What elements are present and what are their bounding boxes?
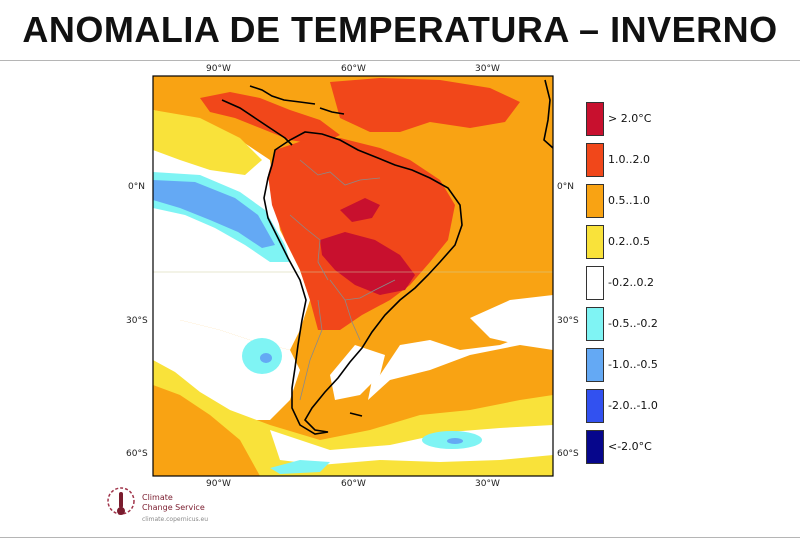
legend-swatch bbox=[586, 348, 604, 382]
logo-line-2: Change Service bbox=[142, 503, 205, 512]
legend-swatch bbox=[586, 389, 604, 423]
anomaly-neutral-patagonia-sea bbox=[330, 345, 385, 400]
climate-logo-icon bbox=[107, 487, 135, 515]
legend-item: 0.5..1.0 bbox=[586, 184, 716, 218]
legend-swatch bbox=[586, 430, 604, 464]
lon-label-bottom-60w: 60°W bbox=[341, 479, 366, 489]
logo-url: climate.copernicus.eu bbox=[142, 516, 209, 523]
legend-swatch bbox=[586, 184, 604, 218]
anomaly-dark-red-centre bbox=[320, 198, 415, 295]
country-borders bbox=[289, 159, 396, 401]
legend-label: -0.2..0.2 bbox=[608, 276, 654, 289]
legend-label: 0.2..0.5 bbox=[608, 235, 650, 248]
logo-line-1: Climate bbox=[142, 493, 173, 502]
map-frame bbox=[152, 75, 554, 477]
legend-label: 1.0..2.0 bbox=[608, 153, 650, 166]
lon-label-bottom-30w: 30°W bbox=[475, 479, 500, 489]
legend-item: 0.2..0.5 bbox=[586, 225, 716, 259]
anomaly-neutral-southatlantic bbox=[470, 295, 553, 345]
anomaly-yellow-northwest bbox=[153, 110, 262, 175]
legend-item: > 2.0°C bbox=[586, 102, 716, 136]
lon-label-top-30w: 30°W bbox=[475, 64, 500, 74]
legend-label: -2.0..-1.0 bbox=[608, 399, 658, 412]
page-title: ANOMALIA DE TEMPERATURA – INVERNO bbox=[22, 9, 778, 50]
legend-label: -1.0..-0.5 bbox=[608, 358, 658, 371]
legend-item: -0.5..-0.2 bbox=[586, 307, 716, 341]
legend-item: -0.2..0.2 bbox=[586, 266, 716, 300]
legend-item: <-2.0°C bbox=[586, 430, 716, 464]
title-divider bbox=[0, 60, 800, 61]
copernicus-logo: Climate Change Service climate.copernicu… bbox=[104, 484, 244, 528]
anomaly-blue-blob-south bbox=[447, 438, 463, 444]
anomaly-blue-pacific bbox=[153, 180, 275, 248]
anomaly-cyan-south-strip bbox=[270, 460, 330, 474]
legend-item: 1.0..2.0 bbox=[586, 143, 716, 177]
coastline-south-america bbox=[221, 79, 553, 435]
legend-swatch bbox=[586, 307, 604, 341]
anomaly-red-orange-atlantic bbox=[330, 78, 520, 132]
lat-label-right-0n: 0°N bbox=[557, 182, 574, 192]
legend-label: <-2.0°C bbox=[608, 440, 652, 453]
legend-swatch bbox=[586, 102, 604, 136]
legend-item: -1.0..-0.5 bbox=[586, 348, 716, 382]
lon-label-bottom-90w: 90°W bbox=[206, 479, 231, 489]
legend-swatch bbox=[586, 266, 604, 300]
lat-label-left-60s: 60°S bbox=[126, 449, 148, 459]
lat-label-left-0n: 0°N bbox=[128, 182, 145, 192]
legend-label: 0.5..1.0 bbox=[608, 194, 650, 207]
legend-label: -0.5..-0.2 bbox=[608, 317, 658, 330]
legend-swatch bbox=[586, 225, 604, 259]
anomaly-orange-southwest bbox=[153, 385, 260, 476]
anomaly-blue-blob-west bbox=[260, 353, 272, 363]
legend-item: -2.0..-1.0 bbox=[586, 389, 716, 423]
anomaly-neutral-southern-ocean bbox=[270, 425, 553, 465]
bottom-divider bbox=[0, 537, 800, 538]
lat-label-right-60s: 60°S bbox=[557, 449, 579, 459]
lat-label-left-30s: 30°S bbox=[126, 316, 148, 326]
legend-swatch bbox=[586, 143, 604, 177]
lon-label-top-90w: 90°W bbox=[206, 64, 231, 74]
legend-label: > 2.0°C bbox=[608, 112, 652, 125]
lat-label-right-30s: 30°S bbox=[557, 316, 579, 326]
lon-label-top-60w: 60°W bbox=[341, 64, 366, 74]
